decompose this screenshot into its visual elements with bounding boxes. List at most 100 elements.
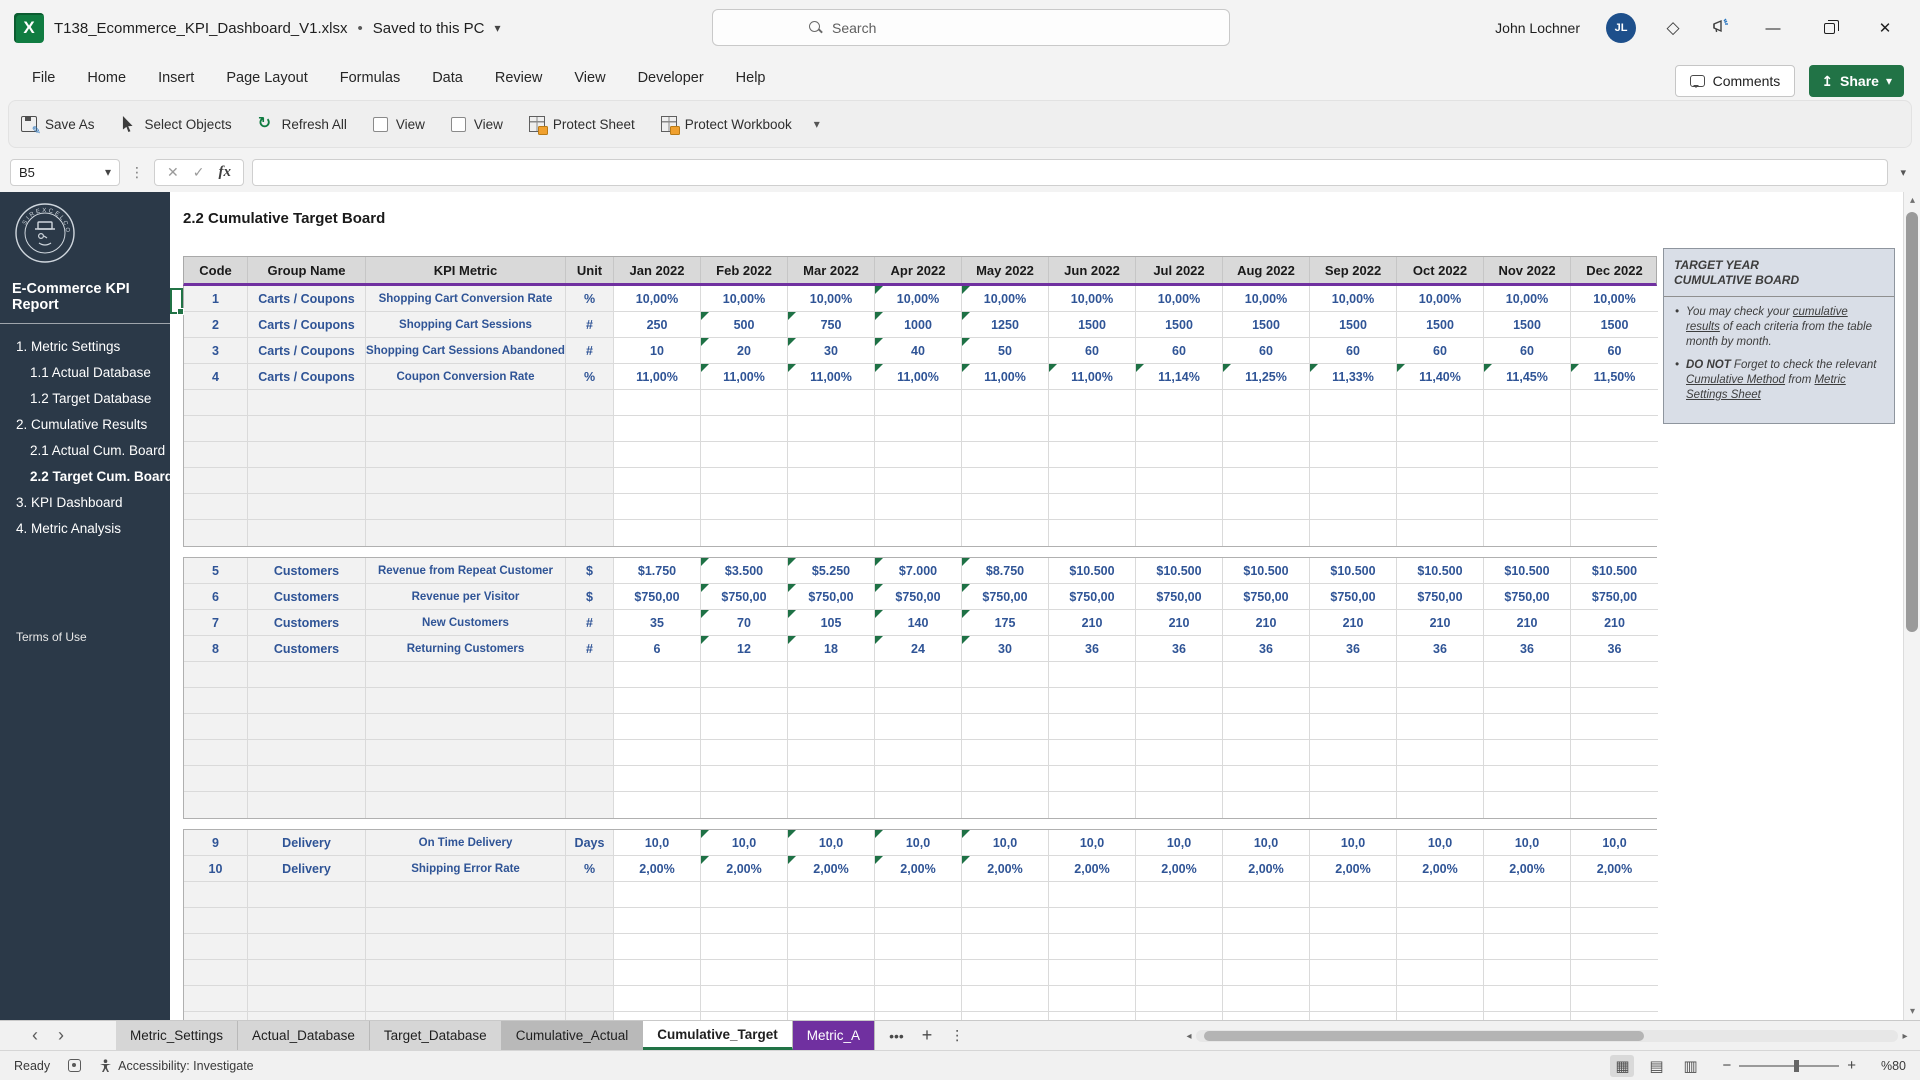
kpi-empty-cell[interactable]	[1571, 468, 1658, 494]
kpi-empty-cell[interactable]	[788, 960, 875, 986]
kpi-empty-cell[interactable]	[566, 792, 614, 818]
kpi-empty-cell[interactable]	[184, 688, 248, 714]
kpi-empty-cell[interactable]	[366, 468, 566, 494]
kpi-empty-cell[interactable]	[184, 908, 248, 934]
kpi-empty-cell[interactable]	[1397, 934, 1484, 960]
kpi-cell-unit[interactable]: %	[566, 856, 614, 882]
kpi-cell-value[interactable]: 10,00%	[1484, 286, 1571, 312]
kpi-cell-value[interactable]: 2,00%	[701, 856, 788, 882]
kpi-cell-metric[interactable]: Shopping Cart Sessions	[366, 312, 566, 338]
kpi-cell-metric[interactable]: New Customers	[366, 610, 566, 636]
kpi-cell-value[interactable]: $750,00	[614, 584, 701, 610]
kpi-cell-value[interactable]: 210	[1397, 610, 1484, 636]
kpi-empty-cell[interactable]	[701, 908, 788, 934]
kpi-cell-value[interactable]: 70	[701, 610, 788, 636]
sidebar-item-1-1-actual-database[interactable]: 1.1 Actual Database	[30, 365, 151, 380]
kpi-cell-value[interactable]: 10,0	[1136, 830, 1223, 856]
horizontal-scrollbar[interactable]: ◂ ▸	[1182, 1029, 1912, 1043]
kpi-empty-cell[interactable]	[1223, 442, 1310, 468]
kpi-empty-cell[interactable]	[1571, 442, 1658, 468]
kpi-empty-cell[interactable]	[1223, 766, 1310, 792]
kpi-empty-cell[interactable]	[875, 882, 962, 908]
kpi-empty-cell[interactable]	[248, 882, 366, 908]
kpi-empty-cell[interactable]	[1484, 908, 1571, 934]
kpi-empty-cell[interactable]	[614, 390, 701, 416]
kpi-empty-cell[interactable]	[1484, 882, 1571, 908]
kpi-cell-value[interactable]: 1000	[875, 312, 962, 338]
kpi-empty-cell[interactable]	[701, 792, 788, 818]
kpi-cell-value[interactable]: 36	[1310, 636, 1397, 662]
kpi-empty-cell[interactable]	[1049, 882, 1136, 908]
avatar[interactable]: JL	[1606, 13, 1636, 43]
kpi-empty-cell[interactable]	[1397, 520, 1484, 546]
kpi-empty-cell[interactable]	[248, 442, 366, 468]
kpi-empty-cell[interactable]	[566, 714, 614, 740]
kpi-cell-code[interactable]: 6	[184, 584, 248, 610]
kpi-cell-code[interactable]: 7	[184, 610, 248, 636]
kpi-cell-value[interactable]: 1250	[962, 312, 1049, 338]
kpi-empty-cell[interactable]	[1223, 882, 1310, 908]
tab-more-button[interactable]: •••	[889, 1027, 904, 1044]
kpi-empty-cell[interactable]	[366, 520, 566, 546]
name-box[interactable]: B5 ▾	[10, 158, 120, 186]
kpi-cell-value[interactable]: $750,00	[1397, 584, 1484, 610]
kpi-cell-value[interactable]: 1500	[1136, 312, 1223, 338]
kpi-empty-cell[interactable]	[184, 960, 248, 986]
kpi-empty-cell[interactable]	[1484, 662, 1571, 688]
kpi-empty-cell[interactable]	[1571, 520, 1658, 546]
toolbar-protect-workbook[interactable]: Protect Workbook	[660, 116, 792, 135]
scroll-right-icon[interactable]: ▸	[1902, 1030, 1908, 1042]
kpi-empty-cell[interactable]	[1484, 934, 1571, 960]
kpi-cell-value[interactable]: 36	[1484, 636, 1571, 662]
kpi-empty-cell[interactable]	[1484, 792, 1571, 818]
kpi-empty-cell[interactable]	[184, 882, 248, 908]
kpi-empty-cell[interactable]	[248, 714, 366, 740]
kpi-empty-cell[interactable]	[701, 986, 788, 1012]
kpi-empty-cell[interactable]	[1049, 740, 1136, 766]
sidebar-item-1-metric-settings[interactable]: 1. Metric Settings	[16, 339, 121, 354]
kpi-empty-cell[interactable]	[1223, 986, 1310, 1012]
kpi-cell-value[interactable]: 1500	[1310, 312, 1397, 338]
insert-function-icon[interactable]: fx	[218, 163, 231, 180]
kpi-cell-value[interactable]: 36	[1571, 636, 1658, 662]
kpi-cell-group[interactable]: Carts / Coupons	[248, 312, 366, 338]
kpi-cell-value[interactable]: 10,00%	[1397, 286, 1484, 312]
kpi-empty-cell[interactable]	[962, 766, 1049, 792]
ribbon-tab-insert[interactable]: Insert	[158, 70, 195, 86]
kpi-empty-cell[interactable]	[614, 960, 701, 986]
kpi-empty-cell[interactable]	[962, 494, 1049, 520]
kpi-cell-value[interactable]: 210	[1310, 610, 1397, 636]
kpi-empty-cell[interactable]	[1397, 908, 1484, 934]
kpi-empty-cell[interactable]	[1223, 934, 1310, 960]
kpi-empty-cell[interactable]	[701, 740, 788, 766]
kpi-cell-value[interactable]: 11,40%	[1397, 364, 1484, 390]
sheet-nav-right-icon[interactable]: ›	[58, 1025, 64, 1045]
kpi-empty-cell[interactable]	[1310, 662, 1397, 688]
kpi-empty-cell[interactable]	[875, 766, 962, 792]
kpi-cell-value[interactable]: 36	[1136, 636, 1223, 662]
kpi-cell-value[interactable]: 10,00%	[788, 286, 875, 312]
scroll-down-icon[interactable]: ▾	[1909, 1006, 1916, 1017]
kpi-cell-value[interactable]: 11,00%	[788, 364, 875, 390]
kpi-empty-cell[interactable]	[614, 1012, 701, 1020]
kpi-cell-value[interactable]: 1500	[1223, 312, 1310, 338]
kpi-cell-unit[interactable]: #	[566, 312, 614, 338]
kpi-empty-cell[interactable]	[614, 520, 701, 546]
kpi-cell-code[interactable]: 2	[184, 312, 248, 338]
ribbon-tab-view[interactable]: View	[574, 70, 606, 86]
kpi-empty-cell[interactable]	[184, 390, 248, 416]
kpi-cell-value[interactable]: 11,14%	[1136, 364, 1223, 390]
kpi-cell-value[interactable]: $10.500	[1310, 558, 1397, 584]
kpi-empty-cell[interactable]	[566, 494, 614, 520]
kpi-empty-cell[interactable]	[875, 416, 962, 442]
kpi-empty-cell[interactable]	[875, 960, 962, 986]
kpi-empty-cell[interactable]	[1310, 1012, 1397, 1020]
kpi-empty-cell[interactable]	[788, 494, 875, 520]
kpi-cell-value[interactable]: $10.500	[1049, 558, 1136, 584]
zoom-slider[interactable]	[1739, 1059, 1840, 1072]
kpi-cell-value[interactable]: 10,00%	[614, 286, 701, 312]
kpi-empty-cell[interactable]	[1484, 1012, 1571, 1020]
kpi-cell-value[interactable]: 50	[962, 338, 1049, 364]
saved-status[interactable]: Saved to this PC	[372, 19, 485, 37]
kpi-empty-cell[interactable]	[1049, 908, 1136, 934]
